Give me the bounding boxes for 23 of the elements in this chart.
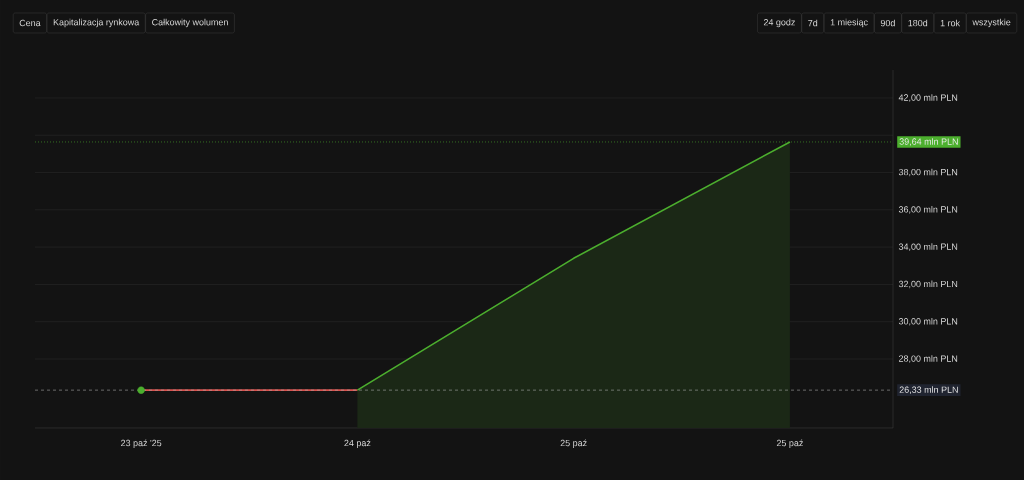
text: 1 miesiąc: [830, 18, 868, 28]
x-tick-label: 23 paź '25: [121, 439, 162, 448]
text: Kapitalizacja rynkowa: [53, 18, 140, 28]
x-tick-label: 25 paź: [776, 439, 803, 448]
text: 7d: [808, 19, 818, 27]
ref-line-label: 39,64 mln PLN: [899, 138, 958, 146]
text: 180d: [908, 19, 928, 27]
ref-line-label: 26,33 mln PLN: [899, 386, 958, 394]
text: wszystkie: [972, 18, 1011, 28]
y-tick-label: 42,00 mln PLN: [898, 94, 958, 102]
text: Cena: [19, 19, 41, 27]
text: 90d: [880, 19, 895, 27]
y-tick-label: 38,00 mln PLN: [898, 168, 958, 177]
y-tick-label: 36,00 mln PLN: [898, 206, 958, 214]
y-tick-label: 32,00 mln PLN: [898, 280, 958, 289]
y-tick-label: 34,00 mln PLN: [898, 243, 958, 251]
y-tick-label: 28,00 mln PLN: [898, 355, 958, 363]
text: 1 rok: [940, 19, 961, 27]
x-tick-label: 24 paź: [344, 439, 371, 448]
y-tick-label: 30,00 mln PLN: [898, 317, 958, 326]
text: Całkowity wolumen: [152, 18, 228, 28]
text: 24 godz: [763, 18, 795, 28]
x-tick-label: 25 paź: [560, 439, 587, 448]
